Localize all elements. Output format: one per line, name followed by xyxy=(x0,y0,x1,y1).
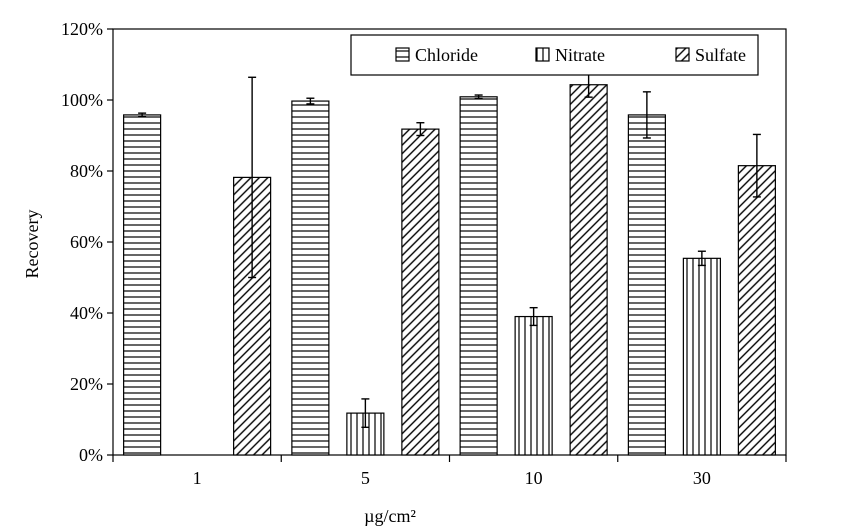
legend-box xyxy=(350,34,759,76)
error-bar xyxy=(642,91,651,139)
bar-chloride xyxy=(627,114,666,456)
legend-swatch xyxy=(395,47,410,62)
x-axis: 1 5 10 30 xyxy=(112,455,787,488)
legend: Chloride Nitrate Sulfate xyxy=(350,34,759,76)
legend-label: Chloride xyxy=(415,45,478,65)
bar-sulfate xyxy=(737,165,776,456)
bars xyxy=(123,84,776,456)
bar-chloride xyxy=(459,96,498,456)
bar-sulfate xyxy=(569,84,608,456)
y-axis-title: Recovery xyxy=(22,210,42,279)
y-tick-label: 120% xyxy=(61,19,103,39)
bar-chloride xyxy=(123,114,162,456)
bar-sulfate xyxy=(401,128,440,456)
error-bar xyxy=(474,94,483,100)
error-bar xyxy=(306,97,315,105)
x-tick-label: 5 xyxy=(361,468,370,488)
error-bars xyxy=(138,71,761,429)
y-tick-label: 60% xyxy=(70,232,103,252)
error-bar xyxy=(752,133,761,198)
legend-item-chloride: Chloride xyxy=(395,45,478,65)
x-tick-label: 1 xyxy=(193,468,202,488)
y-tick-label: 80% xyxy=(70,161,103,181)
legend-item-nitrate: Nitrate xyxy=(535,45,605,65)
y-tick-label: 20% xyxy=(70,374,103,394)
error-bar xyxy=(138,112,147,118)
y-tick-label: 40% xyxy=(70,303,103,323)
legend-swatch xyxy=(675,47,690,62)
y-tick-label: 100% xyxy=(61,90,103,110)
x-axis-title: µg/cm² xyxy=(364,506,416,526)
y-axis: 0% 20% 40% 60% 80% 100% 120% xyxy=(61,19,113,465)
legend-item-sulfate: Sulfate xyxy=(675,45,746,65)
x-tick-label: 10 xyxy=(525,468,543,488)
bar-nitrate xyxy=(682,257,721,456)
error-bar xyxy=(361,398,370,429)
error-bar xyxy=(248,76,257,279)
legend-label: Nitrate xyxy=(555,45,605,65)
bar-nitrate xyxy=(346,412,385,456)
bar-nitrate xyxy=(514,315,553,456)
error-bar xyxy=(416,122,425,137)
legend-swatch xyxy=(535,47,550,62)
bar-chloride xyxy=(291,100,330,456)
legend-label: Sulfate xyxy=(695,45,746,65)
error-bar xyxy=(529,306,538,327)
error-bar xyxy=(697,250,706,267)
x-tick-label: 30 xyxy=(693,468,711,488)
y-tick-label: 0% xyxy=(79,445,103,465)
